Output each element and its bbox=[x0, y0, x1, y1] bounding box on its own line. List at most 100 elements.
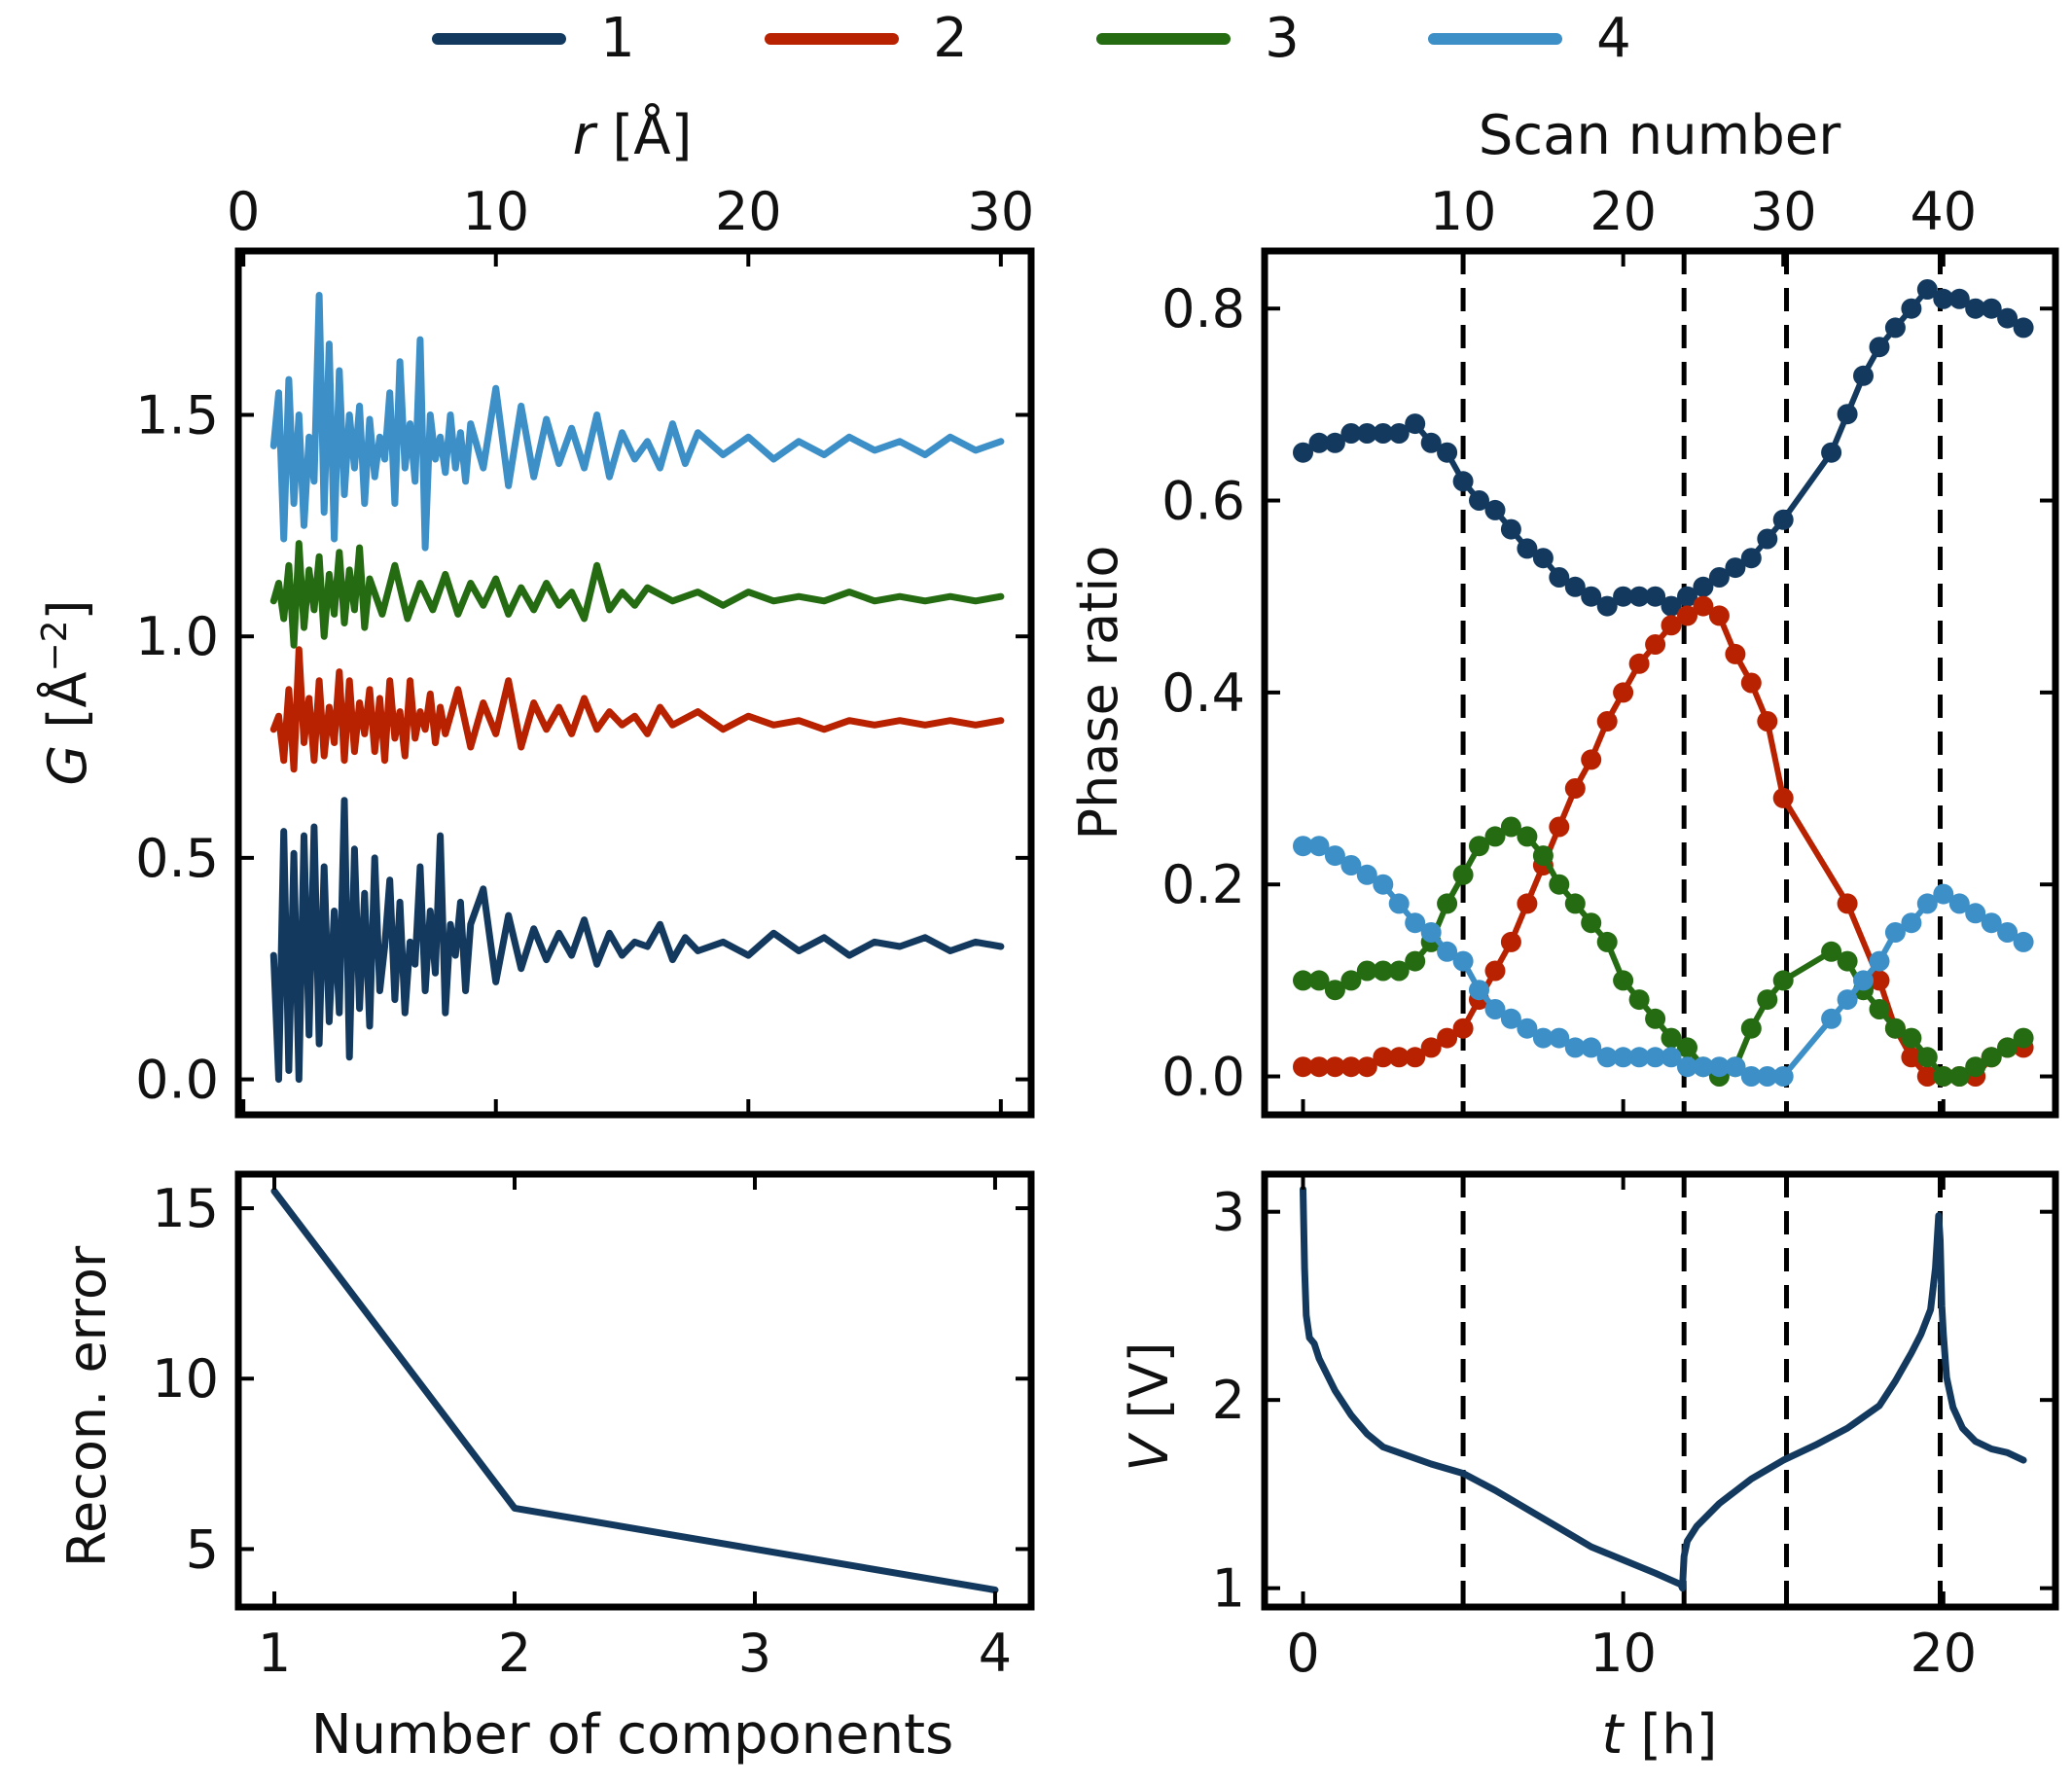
phase-point-4 bbox=[1981, 912, 2002, 934]
phase-point-4 bbox=[1916, 893, 1938, 914]
phase-ratio-panel: 0.0 0.2 0.4 0.6 0.8 10 20 30 40 bbox=[1161, 181, 2059, 1119]
phase-point-1 bbox=[1405, 413, 1426, 435]
phase-point-1 bbox=[1293, 442, 1313, 463]
pdf-series-4 bbox=[269, 292, 1005, 552]
phase-point-3 bbox=[1405, 950, 1426, 972]
phase-point-2 bbox=[1613, 682, 1634, 703]
legend: 1 2 3 4 bbox=[432, 7, 1631, 70]
recon-frame bbox=[234, 1170, 1035, 1611]
phase-point-1 bbox=[1484, 499, 1506, 520]
phase-point-3 bbox=[1484, 826, 1506, 847]
recon-xtick-label: 4 bbox=[979, 1623, 1012, 1684]
pdf-xtick-top-label: 0 bbox=[227, 181, 260, 242]
phase-point-1 bbox=[1517, 538, 1538, 559]
phase-point-3 bbox=[1628, 989, 1650, 1011]
phase-point-3 bbox=[1564, 893, 1586, 914]
phase-point-2 bbox=[1500, 931, 1521, 952]
phase-point-4 bbox=[1645, 1047, 1666, 1068]
phase-point-4 bbox=[1420, 922, 1442, 943]
phase-point-1 bbox=[1981, 298, 2002, 319]
phase-point-2 bbox=[1373, 1047, 1394, 1068]
phase-point-3 bbox=[1452, 864, 1474, 885]
phase-point-4 bbox=[1965, 903, 1986, 924]
phase-point-2 bbox=[1549, 816, 1570, 838]
phase-point-4 bbox=[1517, 1018, 1538, 1039]
voltage-series bbox=[1300, 1186, 2027, 1592]
phase-point-3 bbox=[1437, 893, 1458, 914]
phase-point-3 bbox=[1821, 941, 1842, 962]
phase-point-4 bbox=[1500, 1008, 1521, 1029]
phase-point-3 bbox=[1517, 826, 1538, 847]
legend-label-2: 2 bbox=[933, 7, 968, 70]
phase-point-3 bbox=[1965, 1056, 1986, 1078]
phase-point-3 bbox=[2013, 1027, 2034, 1049]
phase-xtick-top-label: 30 bbox=[1750, 181, 1817, 242]
phase-point-2 bbox=[1293, 1056, 1313, 1078]
phase-point-4 bbox=[1340, 855, 1362, 875]
phase-point-2 bbox=[1564, 778, 1586, 799]
phase-point-2 bbox=[1437, 1027, 1458, 1049]
pdf-series-1 bbox=[269, 797, 1005, 1084]
phase-ytick-label: 0.6 bbox=[1161, 471, 1245, 532]
phase-point-2 bbox=[1772, 787, 1794, 808]
phase-point-1 bbox=[1613, 586, 1634, 607]
phase-point-3 bbox=[1884, 1018, 1906, 1039]
phase-point-4 bbox=[1997, 922, 2018, 943]
phase-point-2 bbox=[1324, 1056, 1345, 1078]
phase-point-3 bbox=[1293, 970, 1313, 991]
phase-point-1 bbox=[1469, 490, 1489, 511]
recon-x-axis-label: Number of components bbox=[311, 1703, 954, 1767]
phase-point-1 bbox=[1837, 404, 1858, 425]
phase-point-1 bbox=[1420, 432, 1442, 453]
phase-point-1 bbox=[1933, 288, 1954, 309]
phase-point-1 bbox=[1564, 576, 1586, 597]
phase-point-4 bbox=[1677, 1056, 1697, 1078]
phase-ytick-label: 0.8 bbox=[1161, 278, 1245, 339]
phase-point-2 bbox=[1837, 893, 1858, 914]
pdf-ytick-label: 1.5 bbox=[135, 384, 219, 446]
phase-point-2 bbox=[1340, 1056, 1362, 1078]
phase-point-1 bbox=[1373, 423, 1394, 444]
phase-point-1 bbox=[1596, 595, 1618, 617]
phase-point-3 bbox=[1308, 970, 1330, 991]
phase-point-2 bbox=[1661, 615, 1682, 636]
pdf-panel-labels: r [Å] G [Å−2] bbox=[35, 103, 693, 786]
voltage-ytick-label: 1 bbox=[1212, 1558, 1245, 1620]
phase-point-4 bbox=[1628, 1047, 1650, 1068]
phase-y-axis-label: Phase ratio bbox=[1068, 546, 1129, 840]
pdf-y-axis-label: G [Å−2] bbox=[35, 599, 99, 785]
phase-frame bbox=[1261, 247, 2059, 1119]
phase-point-1 bbox=[1308, 432, 1330, 453]
pdf-panel: 0.0 0.5 1.0 1.5 0 10 20 30 bbox=[135, 181, 1035, 1119]
phase-point-4 bbox=[1532, 1027, 1554, 1049]
phase-point-4 bbox=[1869, 950, 1890, 972]
phase-point-1 bbox=[1708, 567, 1730, 588]
phase-point-3 bbox=[1581, 912, 1602, 934]
phase-point-4 bbox=[2013, 931, 2034, 952]
phase-point-4 bbox=[1437, 941, 1458, 962]
pdf-ytick-label: 0.5 bbox=[135, 828, 219, 889]
phase-ytick-label: 0.2 bbox=[1161, 854, 1245, 915]
phase-ytick-label: 0.0 bbox=[1161, 1047, 1245, 1108]
phase-point-3 bbox=[1340, 970, 1362, 991]
phase-top-axis-label: Scan number bbox=[1479, 104, 1841, 167]
pdf-ytick-label: 1.0 bbox=[135, 606, 219, 667]
phase-point-4 bbox=[1324, 845, 1345, 867]
phase-point-3 bbox=[1356, 960, 1377, 982]
phase-point-1 bbox=[1437, 442, 1458, 463]
phase-point-4 bbox=[1469, 980, 1489, 1001]
legend-label-4: 4 bbox=[1596, 7, 1631, 70]
phase-point-2 bbox=[1596, 711, 1618, 732]
pdf-series-3 bbox=[269, 540, 1005, 649]
phase-point-1 bbox=[1500, 518, 1521, 540]
phase-point-4 bbox=[1549, 1027, 1570, 1049]
voltage-x-axis-label: t [h] bbox=[1602, 1703, 1718, 1767]
voltage-ytick-label: 2 bbox=[1212, 1370, 1245, 1431]
phase-panel-labels: Scan number Phase ratio bbox=[1068, 104, 1841, 839]
phase-point-4 bbox=[1693, 1056, 1714, 1078]
phase-point-3 bbox=[1549, 874, 1570, 895]
phase-point-4 bbox=[1740, 1066, 1762, 1087]
recon-series bbox=[270, 1188, 999, 1593]
phase-point-1 bbox=[1677, 586, 1697, 607]
